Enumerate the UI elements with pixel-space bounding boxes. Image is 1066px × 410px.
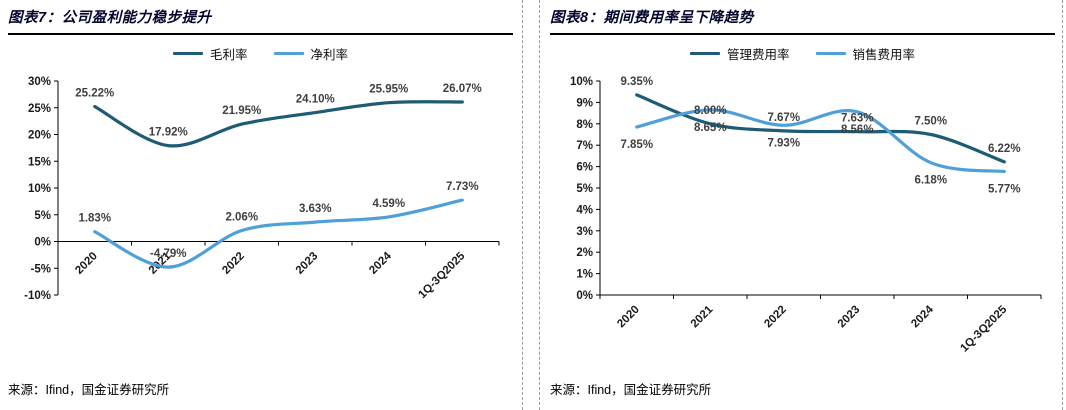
svg-text:6.18%: 6.18% — [914, 175, 947, 187]
source-note: 来源：Ifind，国金证券研究所 — [8, 383, 170, 397]
legend-label: 净利率 — [310, 47, 349, 62]
legend-swatch — [689, 51, 720, 55]
svg-text:2023: 2023 — [836, 304, 863, 331]
svg-text:20%: 20% — [28, 130, 51, 142]
svg-text:7.50%: 7.50% — [914, 116, 947, 128]
svg-text:8.00%: 8.00% — [694, 105, 727, 117]
svg-text:21.95%: 21.95% — [222, 105, 261, 117]
svg-text:2%: 2% — [576, 247, 593, 259]
svg-text:4%: 4% — [576, 204, 593, 216]
svg-text:3%: 3% — [576, 226, 593, 238]
svg-text:15%: 15% — [28, 156, 51, 168]
svg-text:7.67%: 7.67% — [767, 112, 800, 124]
panel-divider — [1062, 0, 1063, 410]
svg-text:-5%: -5% — [31, 263, 51, 275]
legend-item: 净利率 — [273, 44, 349, 63]
svg-text:1%: 1% — [576, 269, 593, 281]
svg-text:2022: 2022 — [220, 250, 247, 277]
svg-text:3.63%: 3.63% — [299, 203, 332, 215]
line-chart: 0% 1% 2% 3% 4% 5% 6% 7% 8% 9% 10% 2020 2021 2022 2023 2… — [570, 76, 1042, 355]
legend-label: 管理费用率 — [726, 47, 790, 62]
svg-text:7.63%: 7.63% — [841, 113, 874, 125]
svg-text:24.10%: 24.10% — [296, 94, 335, 106]
legend-label: 销售费用率 — [852, 47, 916, 62]
svg-text:4.59%: 4.59% — [372, 198, 405, 210]
svg-text:17.92%: 17.92% — [149, 127, 188, 139]
svg-text:8.65%: 8.65% — [694, 122, 727, 134]
svg-text:6%: 6% — [576, 162, 593, 174]
svg-text:5.77%: 5.77% — [988, 184, 1021, 196]
panel-divider — [522, 0, 523, 410]
svg-text:7%: 7% — [576, 140, 593, 152]
line-chart: -10%-5%0%5%10%15%20%25%30%2020 2021 2022 20… — [24, 76, 500, 302]
svg-text:10%: 10% — [28, 183, 51, 195]
svg-text:5%: 5% — [576, 183, 593, 195]
figure-title: 图表7：公司盈利能力稳步提升 — [8, 4, 513, 35]
legend-item: 销售费用率 — [815, 44, 916, 63]
svg-text:2020: 2020 — [73, 250, 100, 277]
svg-text:25%: 25% — [28, 103, 51, 115]
svg-text:6.22%: 6.22% — [988, 143, 1021, 155]
svg-text:0%: 0% — [34, 237, 51, 249]
source-note: 来源：Ifind，国金证券研究所 — [550, 383, 712, 397]
legend-item: 管理费用率 — [689, 44, 790, 63]
svg-text:7.85%: 7.85% — [620, 139, 653, 151]
svg-text:30%: 30% — [28, 76, 51, 88]
figure-panel-7: 图表7：公司盈利能力稳步提升 毛利率 净利率 -10% -5% 0% 5% 10% 15% 2… — [8, 4, 513, 398]
svg-text:2023: 2023 — [294, 250, 321, 277]
svg-text:1Q-3Q2025: 1Q-3Q2025 — [416, 250, 467, 301]
legend-swatch — [172, 51, 203, 55]
svg-text:9.35%: 9.35% — [620, 76, 653, 88]
svg-text:26.07%: 26.07% — [443, 83, 482, 95]
svg-text:7.93%: 7.93% — [767, 137, 800, 149]
legend-label: 毛利率 — [209, 47, 248, 62]
svg-text:9%: 9% — [576, 97, 593, 109]
svg-text:2021: 2021 — [689, 303, 716, 330]
svg-text:25.95%: 25.95% — [369, 84, 408, 96]
chart-legend: 管理费用率 销售费用率 — [550, 39, 1055, 67]
svg-text:1.83%: 1.83% — [78, 213, 111, 225]
svg-text:2022: 2022 — [762, 304, 789, 331]
panel-divider — [539, 0, 540, 410]
legend-item: 毛利率 — [172, 44, 248, 63]
legend-swatch — [273, 51, 304, 55]
figure-title: 图表8：期间费用率呈下降趋势 — [550, 4, 1055, 35]
svg-text:7.73%: 7.73% — [446, 181, 479, 193]
svg-text:1Q-3Q2025: 1Q-3Q2025 — [958, 303, 1009, 354]
svg-text:0%: 0% — [576, 290, 593, 302]
svg-text:8.56%: 8.56% — [841, 124, 874, 136]
svg-text:-10%: -10% — [24, 290, 51, 302]
svg-text:2020: 2020 — [615, 304, 642, 331]
legend-swatch — [815, 51, 846, 55]
svg-text:2.06%: 2.06% — [225, 211, 258, 223]
svg-text:10%: 10% — [570, 76, 593, 88]
svg-text:8%: 8% — [576, 119, 593, 131]
svg-text:5%: 5% — [34, 210, 51, 222]
svg-text:25.22%: 25.22% — [75, 88, 114, 100]
svg-text:-4.79%: -4.79% — [150, 248, 186, 260]
svg-text:2024: 2024 — [909, 303, 936, 330]
chart-legend: 毛利率 净利率 — [8, 39, 513, 67]
svg-text:2024: 2024 — [367, 250, 394, 277]
figure-panel-8: 图表8：期间费用率呈下降趋势 管理费用率 销售费用率 0% 1% 2% 3% 4% 5% 6%… — [550, 4, 1055, 398]
